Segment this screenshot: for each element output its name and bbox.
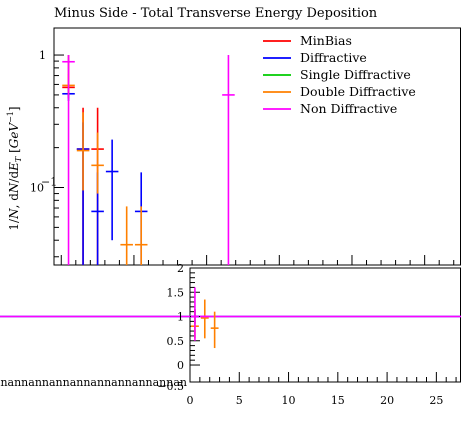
- data-point: [134, 206, 148, 265]
- legend-entry: Single Diffractive: [263, 67, 411, 82]
- main-y-tick-label-exponent: −1: [41, 176, 57, 189]
- main-y-tick-label: 1: [39, 49, 46, 62]
- ratio-y-tick-label: 0: [177, 359, 184, 372]
- data-point: [120, 206, 133, 265]
- legend-entry: Diffractive: [263, 50, 367, 65]
- ratio-x-tick-label: 20: [380, 394, 394, 407]
- data-point: [62, 55, 75, 265]
- legend-label: Single Diffractive: [300, 67, 411, 82]
- legend-entry: Non Diffractive: [263, 101, 397, 116]
- data-point: [91, 132, 104, 194]
- legend-label: Diffractive: [300, 50, 367, 65]
- legend-entry: Double Diffractive: [263, 84, 416, 99]
- main-panel: 1 10−1 1/N, dN/dET [GeV−1]: [6, 27, 461, 266]
- main-y-tick-label: 10: [30, 182, 44, 195]
- data-point: [76, 112, 90, 191]
- ratio-x-tick-label: 5: [236, 394, 243, 407]
- ratio-y-bottom-label: −0.5: [157, 380, 184, 393]
- legend-label: Double Diffractive: [300, 84, 416, 99]
- ratio-x-tick-label: 0: [187, 394, 194, 407]
- ratio-data-point: [200, 299, 209, 339]
- chart-title: Minus Side - Total Transverse Energy Dep…: [54, 6, 378, 21]
- ratio-y-tick-label: 1.5: [167, 286, 185, 299]
- ratio-panel: 00.511.52−0.50 5 10 15 20 25nnannannannannann…: [0, 262, 461, 407]
- ratio-y-tick-label: 2: [177, 262, 184, 275]
- legend-label: MinBias: [300, 33, 352, 48]
- ratio-data-point: [200, 315, 209, 318]
- legend: MinBias Diffractive Single Diffractive Doub…: [263, 33, 416, 116]
- ratio-x-tick-label: 15: [331, 394, 345, 407]
- ratio-data-point: [191, 287, 199, 341]
- ratio-y-tick-label: 1: [177, 311, 184, 324]
- main-plot-frame: [53, 27, 461, 266]
- main-y-axis-label: 1/N, dN/dET [GeV−1]: [6, 106, 23, 230]
- legend-label: Non Diffractive: [300, 101, 397, 116]
- ratio-y-tick-label: 0.5: [167, 335, 185, 348]
- ratio-x-axis-text: nnannannannannannannannannan: [0, 376, 187, 389]
- data-point: [105, 139, 119, 241]
- data-point: [222, 55, 235, 265]
- ratio-plot-frame: [189, 267, 461, 383]
- legend-entry: MinBias: [263, 33, 352, 48]
- ratio-x-tick-label: 10: [282, 394, 296, 407]
- ratio-data-point: [210, 311, 219, 349]
- ratio-x-tick-label: 25: [429, 394, 443, 407]
